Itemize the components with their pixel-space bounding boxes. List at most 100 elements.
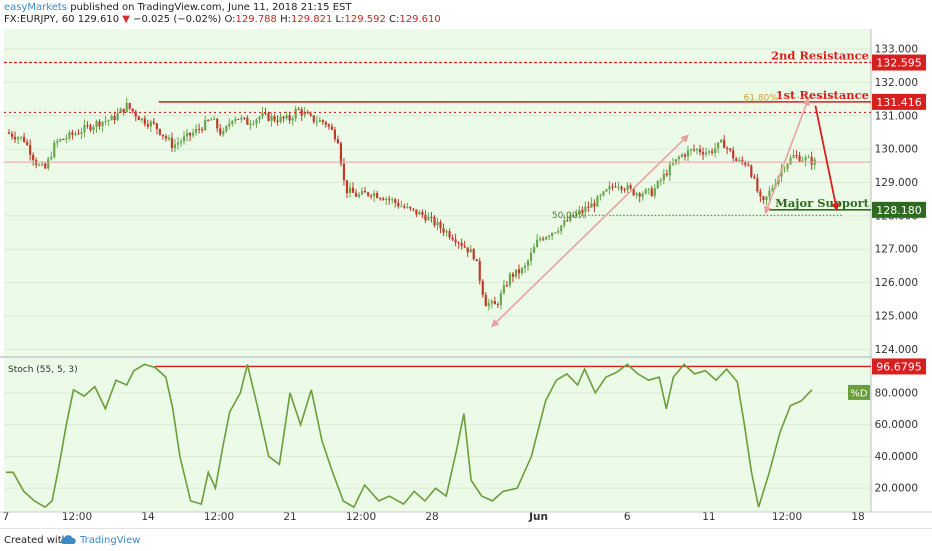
candle-body	[532, 247, 536, 253]
candle-body	[502, 285, 505, 294]
candle-body	[146, 124, 149, 127]
stoch-tick-label: 80.0000	[875, 387, 918, 399]
candle-body	[593, 203, 596, 207]
candle-body	[545, 237, 548, 240]
candle-body	[505, 285, 509, 287]
candle-body	[119, 108, 122, 113]
candle-body	[484, 294, 487, 307]
candle-body	[297, 109, 300, 111]
candle-body	[240, 117, 243, 120]
candle-body	[98, 121, 101, 127]
candle-body	[315, 121, 318, 123]
candle-body	[264, 112, 267, 114]
candle-body	[403, 206, 406, 208]
candle-body	[551, 232, 554, 236]
candle-body	[810, 157, 813, 165]
candle-body	[668, 164, 671, 176]
candle-body	[692, 149, 696, 151]
candle-body	[68, 132, 71, 139]
candle-body	[354, 192, 358, 197]
candle-body	[342, 163, 346, 181]
x-tick-label: 12:00	[346, 511, 376, 523]
candle-body	[164, 136, 168, 139]
stoch-legend-label: %D	[850, 388, 868, 399]
candle-body	[511, 273, 515, 277]
candle-body	[56, 140, 59, 143]
candle-body	[514, 269, 518, 277]
candle-body	[276, 120, 279, 122]
candle-body	[783, 168, 786, 170]
low-value: 129.592	[344, 14, 386, 25]
candle-body	[291, 118, 294, 121]
fib-label: 50.00%	[552, 211, 587, 221]
candle-body	[86, 125, 89, 127]
swing-arrow	[764, 97, 810, 215]
change-value: −0.025 (−0.02%)	[133, 14, 222, 25]
candle-body	[143, 118, 146, 125]
candle-body	[388, 198, 391, 200]
open-label: O:	[224, 14, 236, 25]
candle-body	[587, 206, 590, 208]
swing-arrow	[490, 134, 690, 328]
candle-body	[792, 155, 795, 158]
candle-body	[246, 117, 249, 125]
open-value: 129.788	[235, 14, 277, 25]
price-tick-label: 131.000	[875, 110, 918, 122]
x-tick-label: 7	[3, 511, 10, 523]
candle-body	[373, 193, 376, 197]
candle-body	[41, 163, 44, 165]
candle-body	[107, 120, 110, 122]
candle-body	[16, 137, 20, 140]
change-arrow: ▼	[122, 14, 130, 25]
candle-body	[110, 115, 113, 121]
candle-body	[131, 108, 134, 112]
candle-body	[279, 116, 282, 122]
chart-svg: 124.000125.000126.000127.000128.000129.0…	[0, 29, 932, 523]
candle-body	[19, 136, 23, 138]
stoch-tick-label: 60.0000	[875, 419, 918, 431]
candle-body	[662, 173, 665, 181]
candle-body	[451, 237, 454, 240]
x-tick-label: 28	[425, 511, 438, 523]
candle-body	[333, 129, 337, 140]
candle-body	[321, 120, 324, 123]
candle-body	[306, 112, 309, 114]
x-tick-label: 12:00	[62, 511, 92, 523]
tradingview-brand[interactable]: TradingView	[80, 535, 141, 546]
candle-body	[234, 118, 237, 121]
candle-body	[300, 109, 303, 116]
stoch-level-label: 96.6795	[876, 360, 922, 373]
candle-body	[680, 154, 684, 158]
candle-body	[303, 112, 306, 116]
x-tick-label: 14	[141, 511, 155, 523]
publisher-name[interactable]: easyMarkets	[4, 2, 67, 13]
candle-body	[261, 112, 264, 117]
candle-body	[62, 139, 65, 141]
candle-body	[529, 252, 533, 261]
candle-body	[113, 115, 116, 120]
candle-body	[406, 206, 409, 208]
candle-body	[714, 148, 717, 153]
candle-body	[207, 120, 210, 122]
candle-body	[481, 280, 484, 295]
candle-body	[188, 132, 192, 136]
candle-body	[707, 151, 711, 153]
candle-body	[101, 121, 104, 127]
candle-body	[614, 186, 617, 188]
candle-body	[122, 108, 125, 113]
candle-body	[213, 118, 216, 120]
stoch-tick-label: 40.0000	[875, 451, 918, 463]
candle-body	[140, 118, 143, 121]
fib-label: 61.80%	[744, 93, 779, 103]
candle-body	[554, 232, 557, 234]
candle-body	[756, 178, 759, 192]
candle-body	[490, 300, 493, 304]
candle-body	[324, 122, 327, 125]
candle-body	[557, 231, 560, 233]
tradingview-cloud-icon	[60, 535, 76, 544]
candle-body	[71, 132, 74, 135]
stoch-pane-bg	[4, 358, 871, 512]
price-tick-label: 125.000	[875, 310, 918, 322]
candle-body	[216, 118, 219, 129]
candle-body	[771, 187, 774, 191]
